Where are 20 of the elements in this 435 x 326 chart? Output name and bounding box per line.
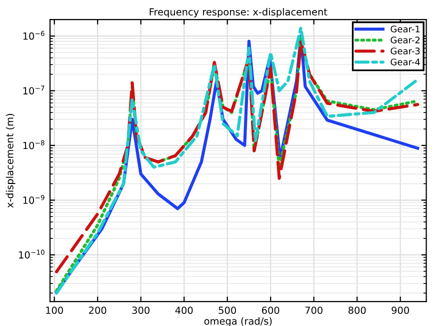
legend-label: Gear-3 — [390, 48, 420, 54]
x-tick-label: 900 — [392, 306, 409, 314]
x-tick-label: 600 — [262, 306, 280, 314]
y-tick-label: 10$^{−10}$ — [19, 250, 44, 259]
y-tick-label: 10$^{−6}$ — [23, 30, 44, 40]
y-tick-label: 10$^{−7}$ — [23, 86, 44, 94]
legend-label: Gear-4 — [390, 58, 420, 66]
x-tick-label: 300 — [132, 306, 150, 314]
x-tick-label: 800 — [348, 306, 366, 314]
x-tick-label: 700 — [305, 306, 322, 314]
y-tick-label: 10$^{−8}$ — [23, 140, 44, 150]
y-tick-label: 10$^{−9}$ — [23, 194, 44, 204]
x-tick-label: 400 — [175, 306, 193, 314]
y-axis-title: x-displacement (m) — [6, 114, 16, 208]
chart-title: Frequency response: x-displacement — [150, 8, 328, 18]
legend-label: Gear-1 — [390, 26, 420, 32]
legend-label: Gear-2 — [390, 36, 420, 44]
x-tick-label: 200 — [89, 306, 106, 314]
x-tick-label: 100 — [46, 306, 63, 314]
x-tick-label: 500 — [218, 306, 236, 314]
